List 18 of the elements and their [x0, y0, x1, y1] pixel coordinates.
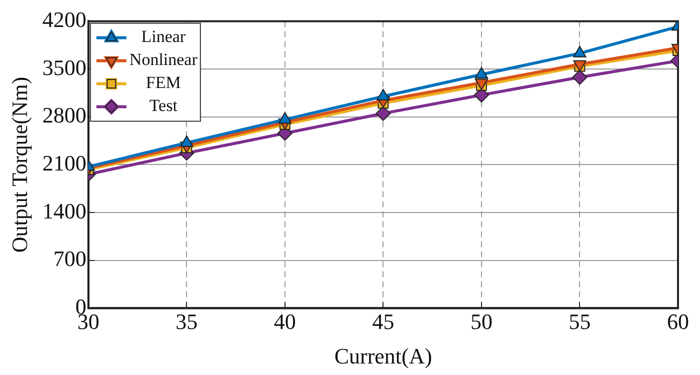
legend-label: FEM [146, 73, 181, 92]
legend-label: Test [149, 96, 178, 116]
x-tick-label: 60 [667, 309, 689, 334]
legend-label: Linear [141, 27, 186, 46]
y-tick-label: 2800 [42, 102, 86, 128]
x-axis-title: Current(A) [334, 344, 432, 369]
y-tick-label: 3500 [42, 54, 86, 80]
legend-label: Nonlinear [129, 50, 198, 70]
y-tick-label: 4200 [42, 6, 86, 32]
x-tick-label: 50 [470, 309, 492, 334]
x-tick-label: 40 [274, 309, 296, 334]
y-tick-label: 2100 [42, 150, 86, 176]
y-tick-label: 1400 [42, 198, 86, 224]
x-tick-label: 55 [568, 309, 591, 334]
x-tick-label: 35 [176, 309, 198, 334]
y-axis-title: Output Torque(Nm) [6, 76, 32, 253]
x-tick-label: 45 [372, 309, 394, 334]
y-tick-label: 700 [53, 246, 86, 272]
